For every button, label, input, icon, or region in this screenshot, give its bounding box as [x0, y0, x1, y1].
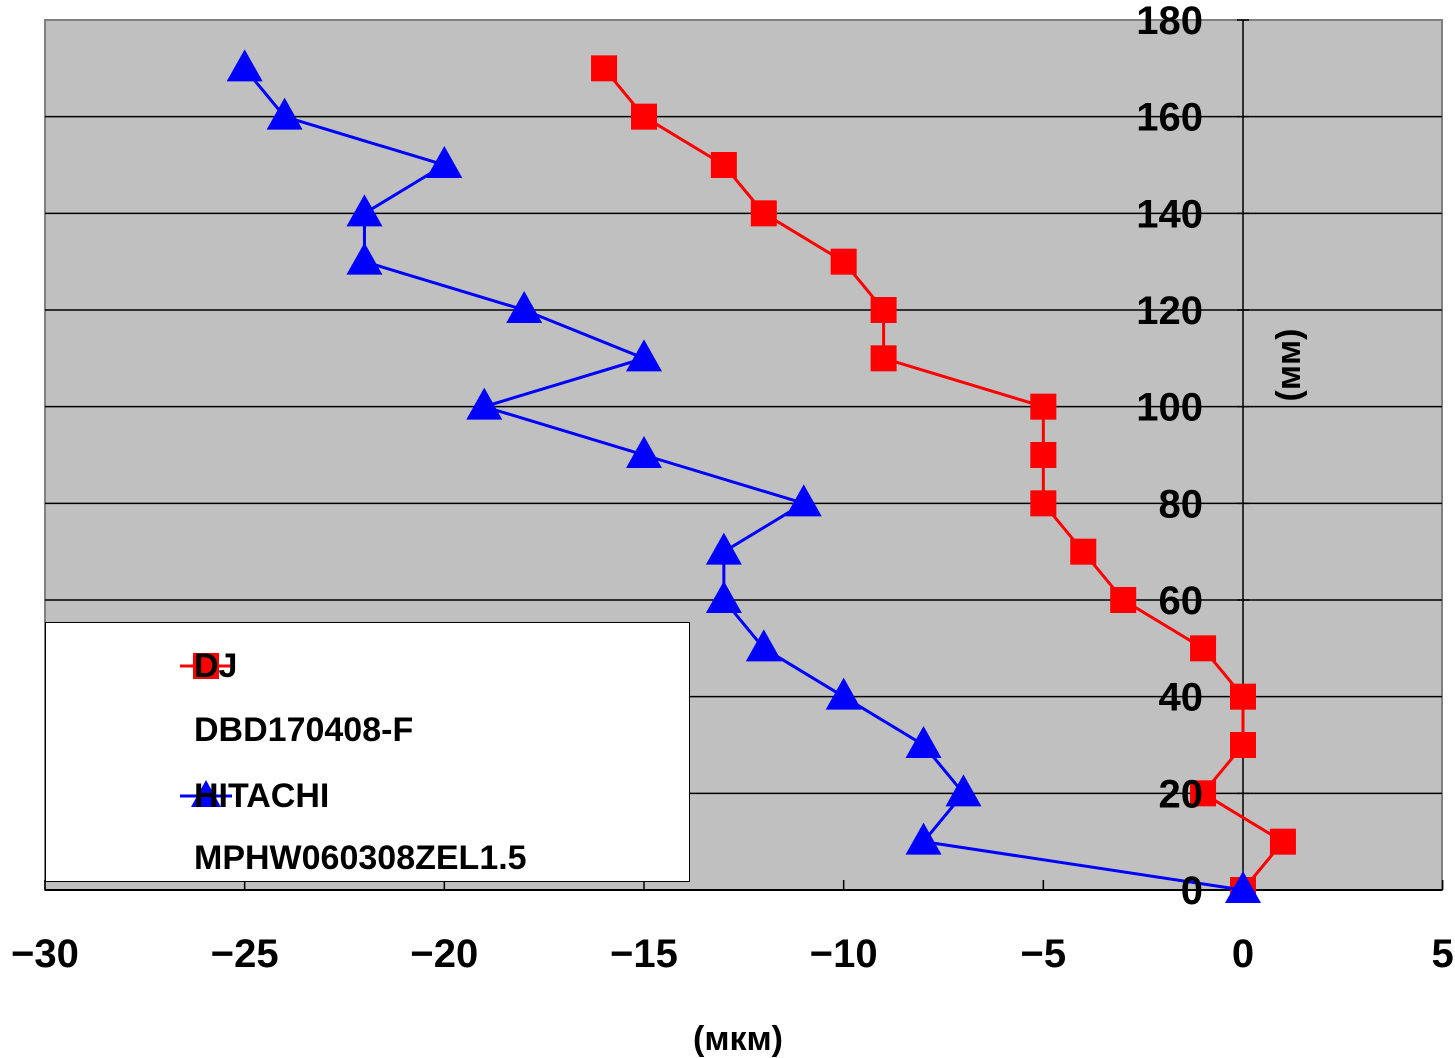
data-point-square [1190, 635, 1217, 662]
data-point-triangle [626, 339, 662, 372]
data-point-square [1110, 587, 1137, 613]
tick-labels: −30 −25 −20 −15 −10 −5 0 5 0 20 40 60 80 100 120 140 160… [11, 0, 1454, 976]
data-point-square [750, 200, 777, 227]
legend-item-dj-model: DBD170408-F [46, 705, 689, 755]
data-point-square [1230, 732, 1256, 758]
legend-label-hitachi: HITACHI [194, 777, 330, 815]
x-tick-label: −5 [1021, 932, 1067, 976]
data-point-square [1269, 828, 1296, 855]
data-point-square [1190, 780, 1217, 807]
legend-symbol-triangle [180, 780, 232, 807]
data-point-triangle [785, 484, 822, 517]
legend: DJ DBD170408-F HITACHI MPHW060308ZEL1.5 [45, 622, 690, 882]
data-point-triangle [1225, 871, 1261, 903]
data-point-triangle [905, 822, 942, 855]
data-point-square [870, 345, 897, 372]
y-tick-label: 40 [1159, 676, 1204, 720]
legend-symbol-square [180, 653, 232, 679]
data-point-triangle [705, 581, 742, 613]
data-point-square [631, 103, 657, 130]
x-tick-label: −15 [610, 932, 678, 976]
data-point-square [1030, 393, 1057, 420]
data-point-triangle [226, 49, 263, 82]
legend-item-hitachi-model: MPHW060308ZEL1.5 [46, 833, 689, 883]
y-tick-label: 140 [1136, 192, 1203, 236]
x-tick-label: 0 [1232, 932, 1254, 976]
x-tick-label: −10 [810, 932, 878, 976]
data-point-triangle [945, 774, 982, 807]
data-point-square [710, 152, 737, 178]
series-hitachi [226, 49, 1261, 903]
data-point-square [870, 297, 897, 323]
x-axis-title: (мкм) [693, 1020, 783, 1058]
y-tick-label: 60 [1159, 579, 1204, 623]
data-point-square [1030, 490, 1057, 517]
data-point-triangle [905, 726, 942, 758]
y-tick-label: 20 [1159, 772, 1204, 816]
y-tick-label: 80 [1159, 482, 1204, 526]
data-point-triangle [506, 291, 543, 323]
data-point-triangle [825, 677, 862, 710]
data-point-triangle [266, 97, 303, 130]
data-point-triangle [346, 194, 383, 227]
x-tick-label: 5 [1432, 932, 1454, 976]
y-axis-title: (мм) [1270, 329, 1308, 402]
data-point-triangle [705, 532, 742, 565]
x-tick-label: −20 [410, 932, 478, 976]
legend-label-hitachi-model: MPHW060308ZEL1.5 [194, 839, 527, 877]
legend-item-hitachi: HITACHI [46, 771, 689, 821]
data-point-square [1030, 442, 1057, 468]
series-layer [226, 49, 1296, 903]
data-point-triangle [626, 436, 662, 468]
data-point-square [1230, 683, 1256, 710]
data-point-triangle [745, 629, 782, 662]
legend-item-dj: DJ [46, 641, 689, 691]
data-point-square [591, 55, 618, 82]
data-point-triangle [346, 242, 383, 275]
series-dj [591, 55, 1296, 903]
legend-label-dj-model: DBD170408-F [194, 711, 414, 749]
data-point-triangle [426, 146, 463, 178]
data-point-square [1070, 538, 1097, 565]
y-tick-label: 0 [1181, 869, 1203, 913]
y-tick-label: 100 [1136, 386, 1203, 430]
legend-label-dj: DJ [194, 647, 238, 685]
y-tick-label: 160 [1136, 96, 1203, 140]
x-tick-label: −30 [11, 932, 79, 976]
data-point-triangle [466, 387, 503, 420]
data-point-square [830, 248, 857, 275]
y-tick-label: 120 [1136, 289, 1203, 333]
y-tick-label: 180 [1136, 0, 1203, 43]
x-tick-label: −25 [211, 932, 279, 976]
